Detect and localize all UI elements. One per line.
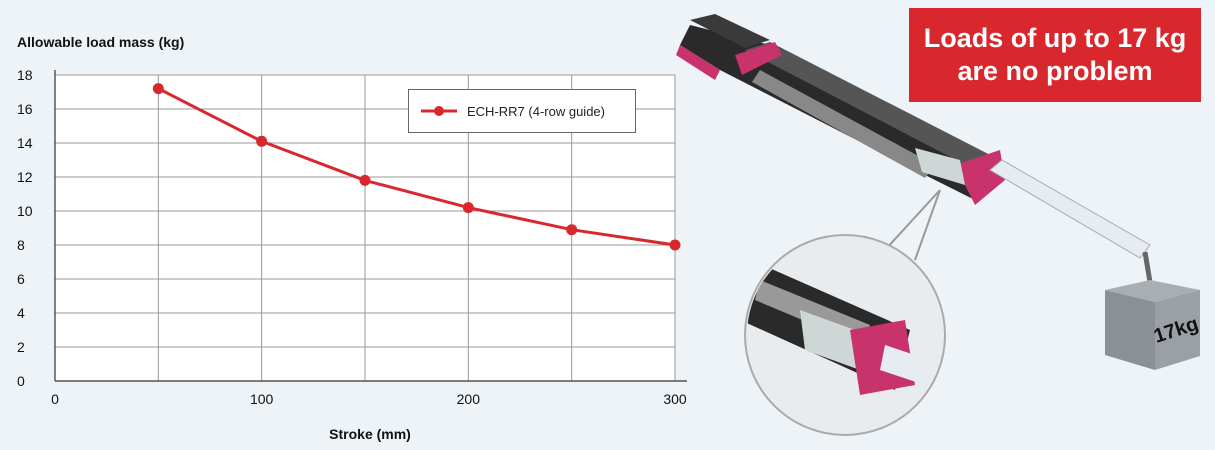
legend-line-marker-icon [421, 106, 457, 116]
y-tick-label: 16 [17, 101, 33, 117]
y-tick-label: 4 [17, 305, 25, 321]
actuator-body [676, 14, 1005, 205]
chart-legend: ECH-RR7 (4-row guide) [408, 89, 636, 133]
data-point [359, 174, 371, 186]
actuator-rod [989, 159, 1151, 259]
x-tick-label: 300 [663, 391, 687, 407]
magnifier-callout [744, 189, 946, 436]
callout-banner: Loads of up to 17 kg are no problem [909, 8, 1201, 102]
legend-label: ECH-RR7 (4-row guide) [467, 103, 605, 119]
x-axis-label: Stroke (mm) [329, 426, 411, 442]
x-tick-label: 0 [51, 391, 59, 407]
y-axis-label: Allowable load mass (kg) [17, 34, 185, 50]
y-tick-label: 8 [17, 237, 25, 253]
callout-line-2: are no problem [957, 56, 1153, 86]
x-tick-label: 200 [457, 391, 481, 407]
y-tick-label: 18 [17, 67, 33, 83]
data-point [256, 135, 268, 147]
data-point [462, 202, 474, 214]
y-tick-label: 12 [17, 169, 33, 185]
load-weight: 17kg [1105, 251, 1201, 370]
y-tick-label: 10 [17, 203, 33, 219]
y-tick-label: 14 [17, 135, 33, 151]
data-point [566, 224, 578, 236]
data-point [152, 83, 164, 95]
y-tick-label: 0 [17, 373, 25, 389]
callout-line-1: Loads of up to 17 kg [923, 23, 1187, 53]
y-tick-label: 2 [17, 339, 25, 355]
series-line [157, 87, 676, 247]
y-tick-label: 6 [17, 271, 25, 287]
x-tick-label: 100 [250, 391, 274, 407]
data-point [669, 239, 681, 251]
